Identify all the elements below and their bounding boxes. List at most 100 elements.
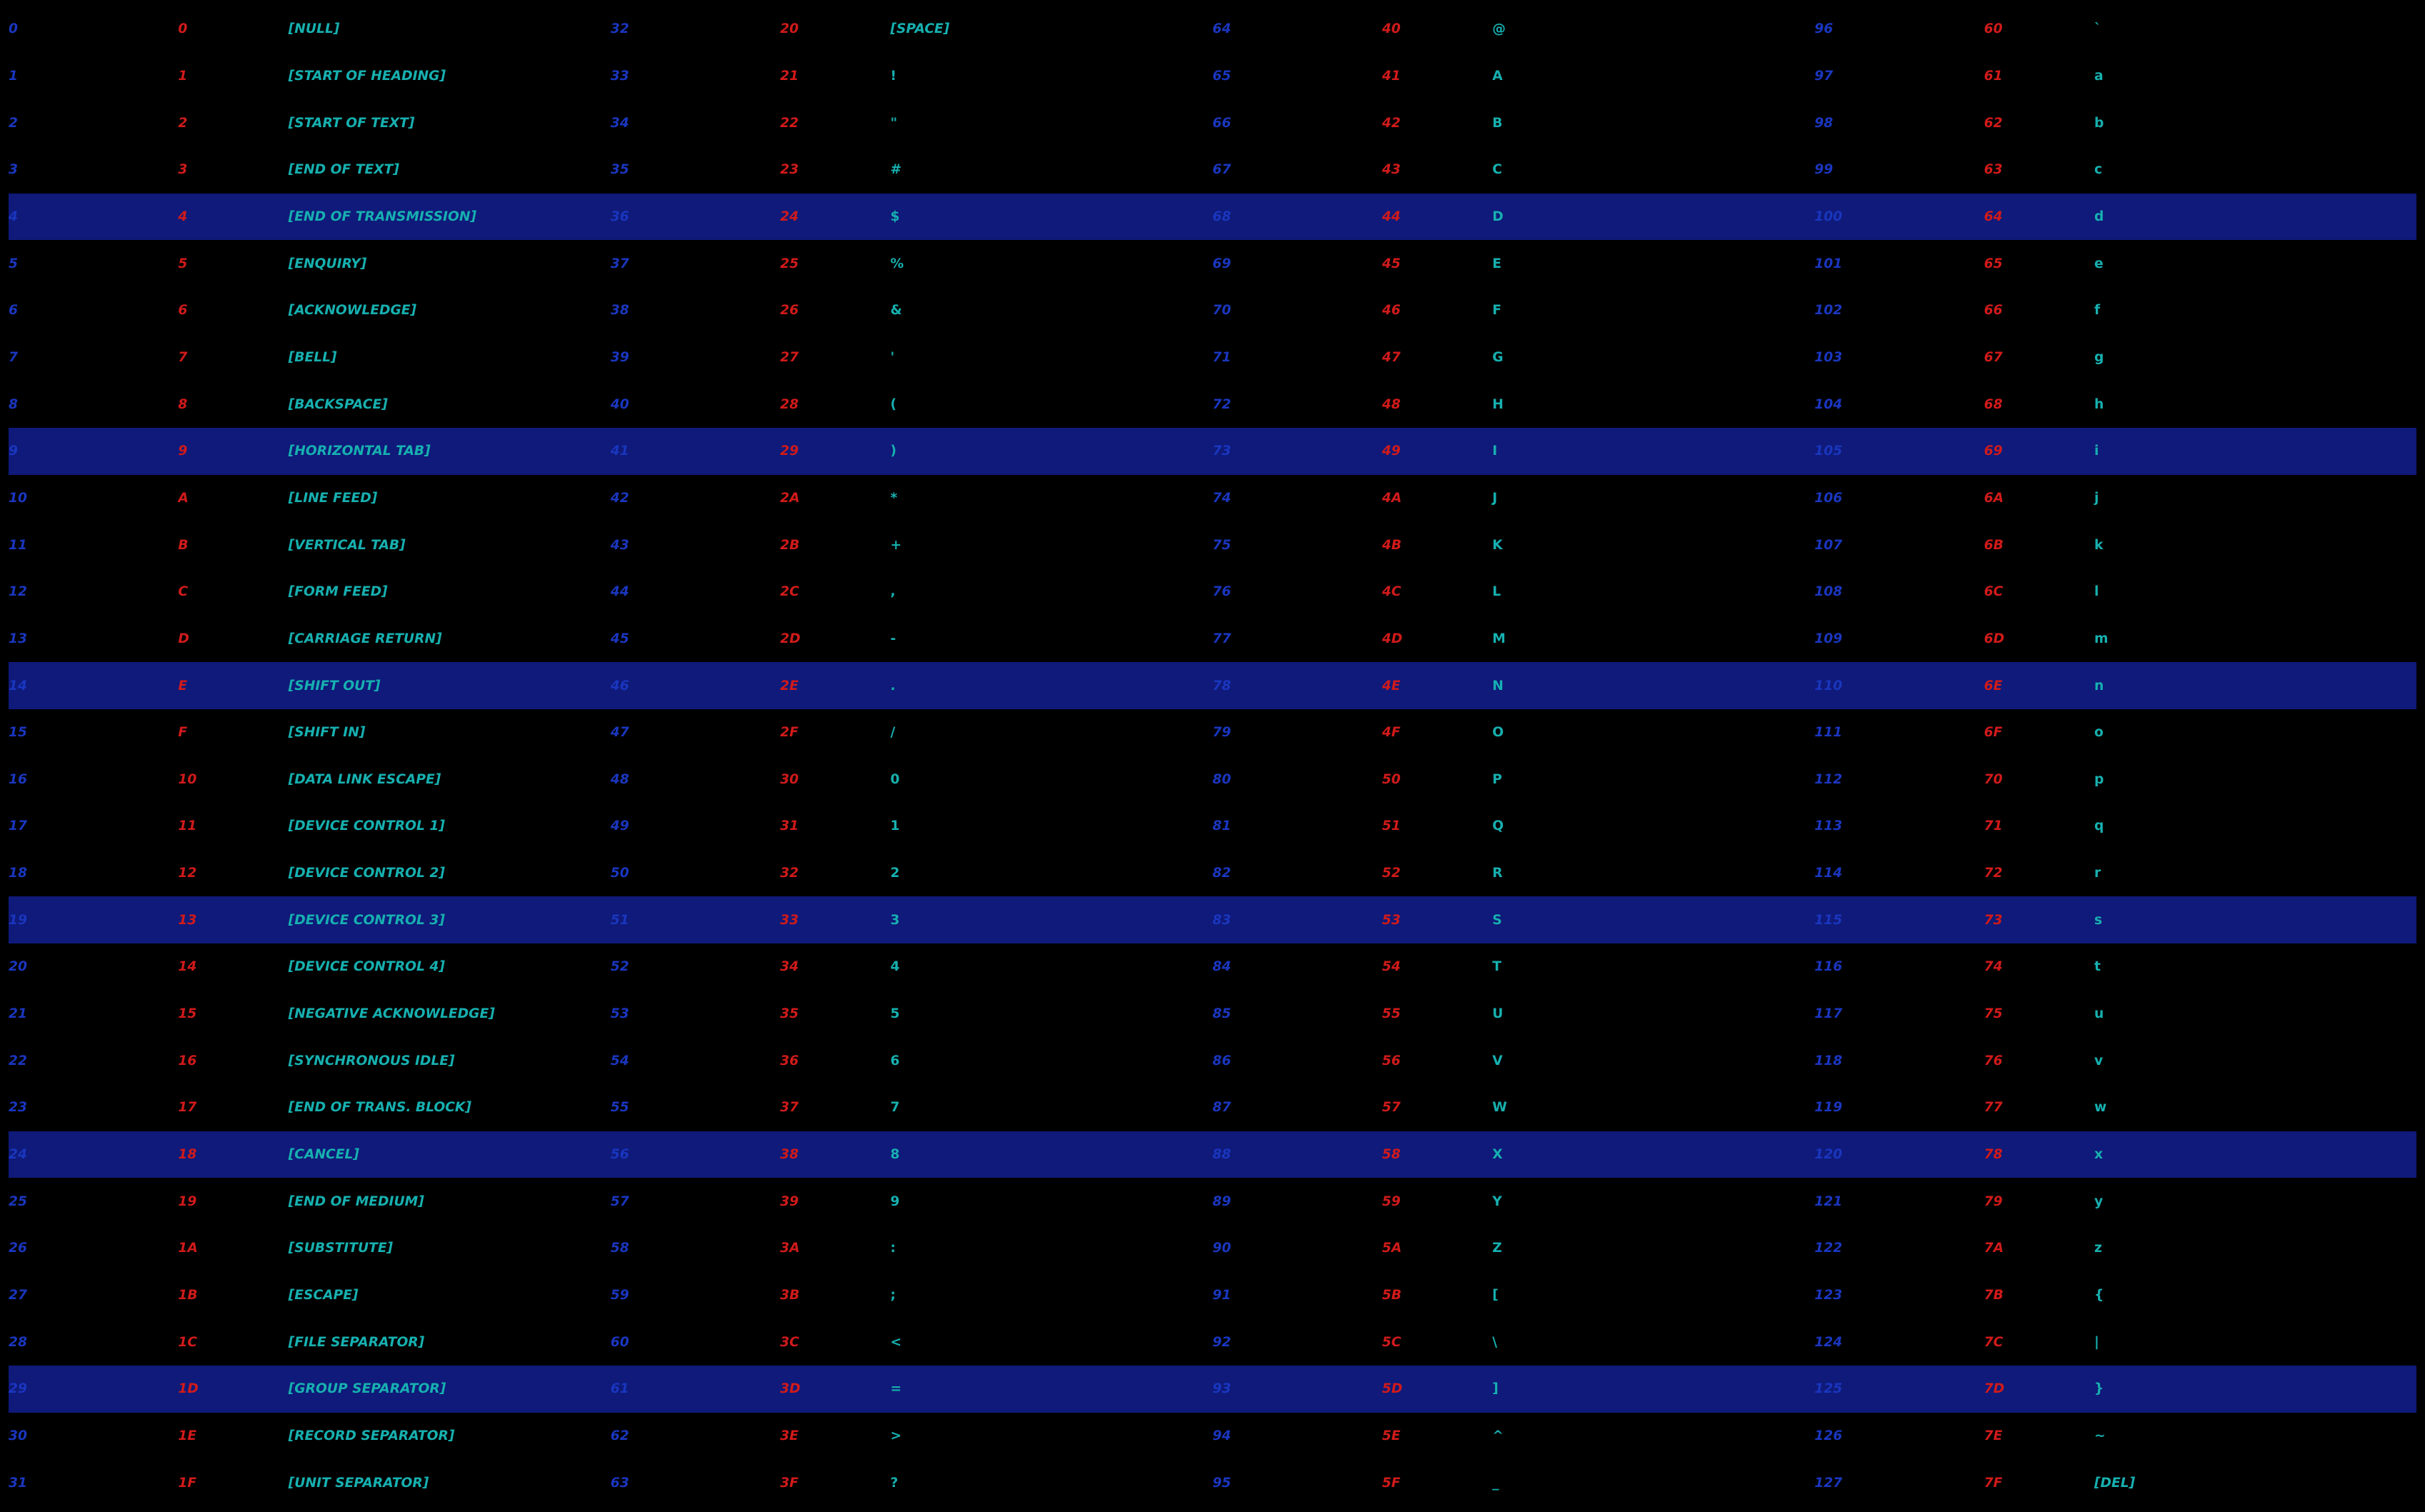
dec-value: 42 xyxy=(611,491,780,506)
dec-value: 4 xyxy=(9,209,178,224)
hex-value: 17 xyxy=(178,1100,279,1115)
table-row: 8454T xyxy=(1213,943,1815,991)
table-row: 11573s xyxy=(1814,896,2416,943)
dec-value: 97 xyxy=(1814,69,1984,84)
dec-value: 59 xyxy=(611,1288,780,1303)
dec-value: 60 xyxy=(611,1335,780,1350)
dec-value: 18 xyxy=(9,866,178,881)
char-glyph: + xyxy=(882,538,1213,553)
char-name: [NEGATIVE ACKNOWLEDGE] xyxy=(280,1006,611,1021)
char-name: [END OF TEXT] xyxy=(280,162,611,177)
char-glyph: C xyxy=(1484,162,1814,177)
table-row: 12C[FORM FEED] xyxy=(9,569,611,616)
char-glyph: X xyxy=(1484,1147,1814,1162)
table-row: 7248H xyxy=(1213,381,1815,428)
hex-value: 56 xyxy=(1382,1053,1484,1068)
table-row: 1812[DEVICE CONTROL 2] xyxy=(9,850,611,897)
table-row: 3523# xyxy=(611,146,1213,194)
dec-value: 108 xyxy=(1814,584,1984,599)
table-row: 12179y xyxy=(1814,1178,2416,1225)
hex-value: 45 xyxy=(1382,256,1484,271)
dec-value: 101 xyxy=(1814,256,1984,271)
hex-value: 3A xyxy=(780,1241,881,1256)
char-glyph: M xyxy=(1484,631,1814,646)
char-glyph: I xyxy=(1484,444,1814,459)
table-row: 13D[CARRIAGE RETURN] xyxy=(9,616,611,663)
table-row: 11775u xyxy=(1814,991,2416,1038)
hex-value: 53 xyxy=(1382,913,1484,928)
char-glyph: ~ xyxy=(2086,1428,2416,1443)
table-row: 53355 xyxy=(611,991,1213,1038)
char-glyph: q xyxy=(2086,818,2416,833)
table-row: 754BK xyxy=(1213,521,1815,569)
hex-value: 9 xyxy=(178,444,279,459)
hex-value: 7F xyxy=(1984,1476,2086,1491)
hex-value: 3F xyxy=(780,1476,881,1491)
char-name: [SHIFT IN] xyxy=(280,725,611,740)
dec-value: 3 xyxy=(9,162,178,177)
dec-value: 33 xyxy=(611,69,780,84)
hex-value: 2E xyxy=(780,679,881,694)
hex-value: 43 xyxy=(1382,162,1484,177)
char-name: [SUBSTITUTE] xyxy=(280,1241,611,1256)
dec-value: 71 xyxy=(1213,350,1382,365)
char-glyph: _ xyxy=(1484,1476,1814,1491)
table-row: 4129) xyxy=(611,428,1213,475)
char-glyph: K xyxy=(1484,538,1814,553)
hex-value: 4 xyxy=(178,209,279,224)
dec-value: 23 xyxy=(9,1100,178,1115)
table-row: 6945E xyxy=(1213,240,1815,287)
hex-value: 35 xyxy=(780,1006,881,1021)
char-glyph: % xyxy=(882,256,1213,271)
hex-value: 52 xyxy=(1382,866,1484,881)
dec-value: 56 xyxy=(611,1147,780,1162)
hex-value: 2F xyxy=(780,725,881,740)
table-row: 2317[END OF TRANS. BLOCK] xyxy=(9,1084,611,1131)
dec-value: 84 xyxy=(1213,959,1382,974)
hex-value: 49 xyxy=(1382,444,1484,459)
hex-value: 60 xyxy=(1984,21,2086,36)
char-name: [CARRIAGE RETURN] xyxy=(280,631,611,646)
char-glyph: Z xyxy=(1484,1241,1814,1256)
dec-value: 58 xyxy=(611,1241,780,1256)
hex-value: 20 xyxy=(780,21,881,36)
hex-value: 21 xyxy=(780,69,881,84)
hex-value: 74 xyxy=(1984,959,2086,974)
char-glyph: A xyxy=(1484,69,1814,84)
dec-value: 39 xyxy=(611,350,780,365)
char-glyph: = xyxy=(882,1381,1213,1396)
table-row: 1237B{ xyxy=(1814,1272,2416,1319)
dec-value: 41 xyxy=(611,444,780,459)
table-row: 11[START OF HEADING] xyxy=(9,53,611,100)
table-row: 54366 xyxy=(611,1037,1213,1084)
table-row: 33[END OF TEXT] xyxy=(9,146,611,194)
hex-value: 64 xyxy=(1984,209,2086,224)
table-row: 44[END OF TRANSMISSION] xyxy=(9,194,611,241)
dec-value: 98 xyxy=(1814,116,1984,131)
hex-value: 4C xyxy=(1382,584,1484,599)
hex-value: 5A xyxy=(1382,1241,1484,1256)
dec-value: 112 xyxy=(1814,772,1984,787)
table-row: 8151Q xyxy=(1213,803,1815,850)
hex-value: 6A xyxy=(1984,491,2086,506)
char-glyph: e xyxy=(2086,256,2416,271)
table-row: 1267E~ xyxy=(1814,1413,2416,1460)
table-row: 422A* xyxy=(611,475,1213,522)
dec-value: 52 xyxy=(611,959,780,974)
dec-value: 47 xyxy=(611,725,780,740)
hex-value: 71 xyxy=(1984,818,2086,833)
dec-value: 92 xyxy=(1213,1335,1382,1350)
hex-value: 10 xyxy=(178,772,279,787)
dec-value: 93 xyxy=(1213,1381,1382,1396)
dec-value: 46 xyxy=(611,679,780,694)
table-row: 1610[DATA LINK ESCAPE] xyxy=(9,756,611,803)
dec-value: 89 xyxy=(1213,1194,1382,1209)
dec-value: 34 xyxy=(611,116,780,131)
dec-value: 21 xyxy=(9,1006,178,1021)
char-glyph: j xyxy=(2086,491,2416,506)
dec-value: 76 xyxy=(1213,584,1382,599)
char-name: [UNIT SEPARATOR] xyxy=(280,1476,611,1491)
char-glyph: { xyxy=(2086,1288,2416,1303)
table-row: 915B[ xyxy=(1213,1272,1815,1319)
hex-value: 26 xyxy=(780,303,881,318)
